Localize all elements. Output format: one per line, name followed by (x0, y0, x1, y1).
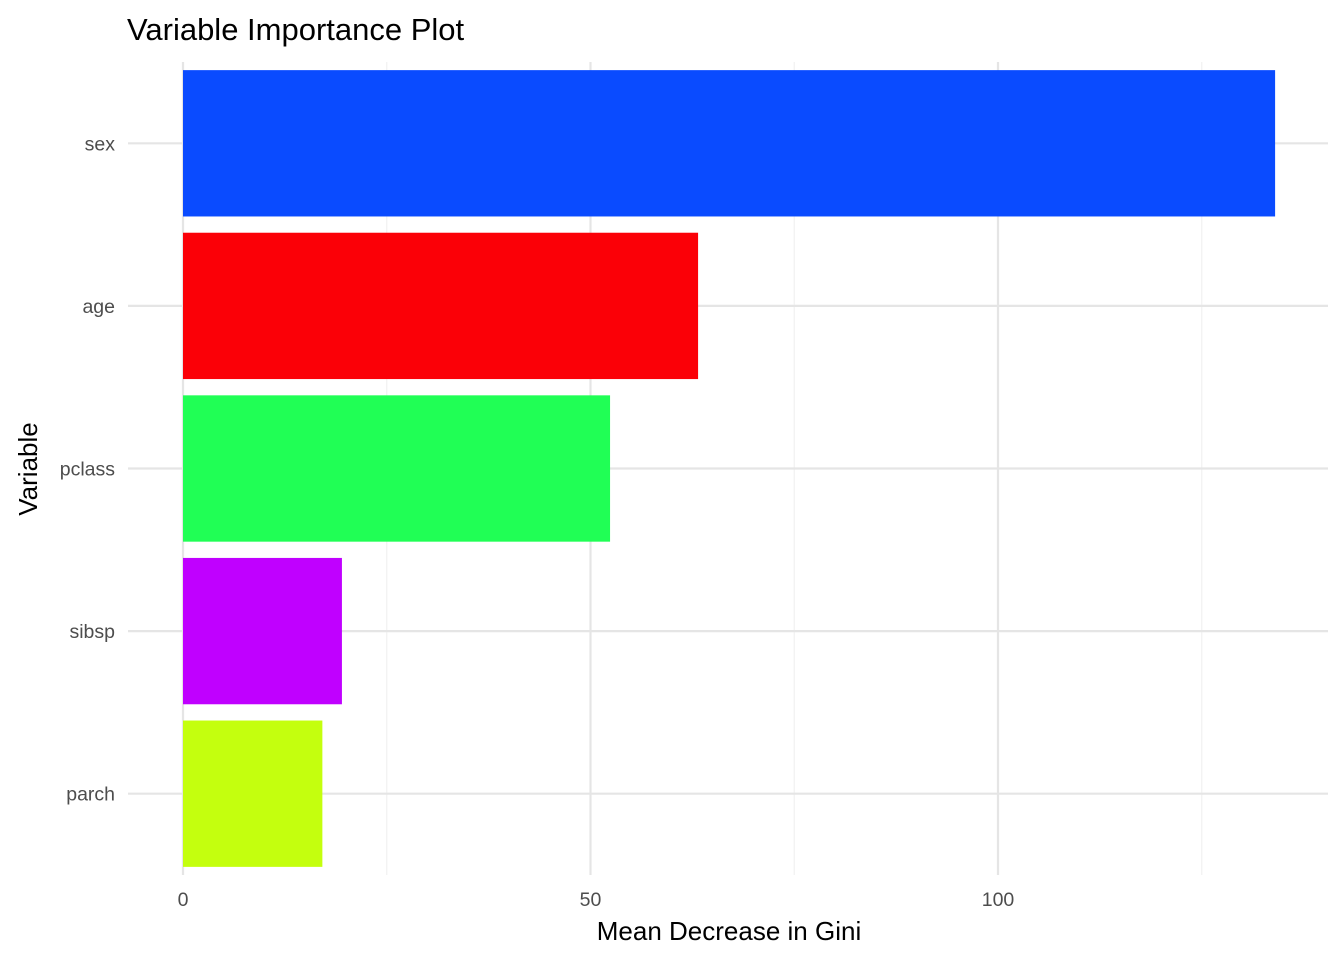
y-axis-title: Variable (13, 422, 43, 515)
bars (183, 70, 1276, 867)
bar-pclass (183, 395, 611, 542)
bar-sibsp (183, 557, 342, 705)
bar-sex (183, 70, 1276, 217)
x-tick-label: 100 (982, 889, 1015, 911)
bar-parch (183, 720, 323, 867)
chart-title: Variable Importance Plot (127, 12, 465, 47)
x-tick-labels: 0 50 100 (178, 889, 1015, 911)
y-tick-label: age (82, 296, 115, 318)
x-axis-title: Mean Decrease in Gini (597, 916, 861, 946)
y-tick-label: sex (85, 133, 116, 155)
y-tick-labels: sex age pclass sibsp parch (60, 133, 116, 805)
bar-age (183, 232, 699, 380)
x-tick-label: 0 (178, 889, 189, 911)
y-tick-label: parch (66, 784, 115, 806)
x-tick-label: 50 (580, 889, 602, 911)
y-tick-label: sibsp (69, 621, 115, 643)
y-tick-label: pclass (60, 459, 116, 481)
